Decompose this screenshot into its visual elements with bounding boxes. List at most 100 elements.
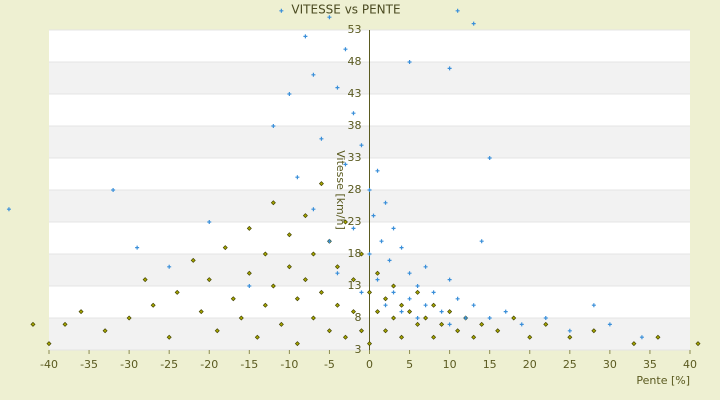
point bbox=[387, 258, 392, 263]
point bbox=[631, 341, 637, 347]
point bbox=[379, 239, 384, 244]
point bbox=[375, 309, 381, 315]
point bbox=[423, 303, 428, 308]
point bbox=[318, 289, 324, 295]
point bbox=[471, 334, 477, 340]
point bbox=[278, 321, 284, 327]
point bbox=[399, 309, 404, 314]
point bbox=[415, 321, 421, 327]
point bbox=[238, 315, 244, 321]
point bbox=[383, 200, 388, 205]
point bbox=[342, 219, 348, 225]
x-tick-label: -35 bbox=[80, 358, 98, 371]
point bbox=[455, 328, 461, 334]
point bbox=[543, 316, 548, 320]
point bbox=[343, 162, 348, 167]
point bbox=[30, 321, 36, 327]
point bbox=[479, 321, 485, 327]
point bbox=[246, 225, 252, 231]
point bbox=[391, 283, 397, 289]
point bbox=[350, 277, 356, 283]
x-tick-label: -40 bbox=[40, 358, 58, 371]
point bbox=[246, 270, 252, 276]
plot-area: -40 -35 -30 -25 -20 -15 -10 -5 0 5 10 15 20 25 30 35 40 3… bbox=[6, 8, 701, 371]
point bbox=[471, 303, 476, 308]
point bbox=[311, 207, 316, 212]
y-tick-label: 3 bbox=[355, 343, 362, 356]
point bbox=[447, 322, 452, 327]
y-tick-label: 53 bbox=[348, 23, 362, 36]
point bbox=[471, 21, 476, 26]
point bbox=[503, 309, 508, 314]
point bbox=[343, 47, 348, 52]
point bbox=[198, 309, 204, 315]
point bbox=[527, 334, 533, 340]
x-tick-label: -30 bbox=[120, 358, 138, 371]
point bbox=[415, 289, 421, 295]
point bbox=[102, 328, 108, 334]
point bbox=[591, 328, 597, 334]
point bbox=[335, 271, 340, 276]
point bbox=[326, 328, 332, 334]
point bbox=[455, 8, 460, 13]
point bbox=[270, 283, 276, 289]
point bbox=[391, 226, 396, 231]
point bbox=[294, 296, 300, 302]
point bbox=[447, 66, 452, 71]
point bbox=[371, 213, 376, 218]
point bbox=[206, 277, 212, 283]
y-tick-label: 18 bbox=[348, 247, 362, 260]
point bbox=[383, 328, 389, 334]
point bbox=[367, 289, 372, 295]
point bbox=[607, 322, 612, 327]
point bbox=[399, 334, 405, 340]
x-tick-label: -10 bbox=[280, 358, 298, 371]
x-tick-label: 40 bbox=[683, 358, 697, 371]
y-axis-label: Vitesse [km/h] bbox=[334, 150, 347, 230]
point bbox=[335, 85, 340, 90]
point bbox=[358, 328, 364, 334]
point bbox=[174, 289, 180, 295]
x-tick-label: 5 bbox=[406, 358, 413, 371]
y-tick-label: 38 bbox=[348, 119, 362, 132]
point bbox=[334, 264, 340, 270]
point bbox=[359, 290, 364, 295]
point bbox=[214, 328, 220, 334]
point bbox=[399, 245, 404, 250]
point bbox=[407, 271, 412, 276]
point bbox=[327, 15, 332, 20]
point bbox=[655, 334, 661, 340]
point bbox=[111, 188, 116, 192]
point bbox=[78, 309, 84, 315]
point bbox=[487, 316, 492, 320]
point bbox=[222, 245, 228, 251]
point bbox=[279, 8, 284, 13]
point bbox=[375, 270, 381, 276]
point bbox=[447, 309, 453, 315]
x-tick-label: -20 bbox=[200, 358, 218, 371]
point bbox=[479, 239, 484, 244]
point bbox=[367, 188, 372, 192]
point bbox=[167, 264, 172, 269]
point bbox=[519, 322, 524, 327]
point bbox=[303, 34, 308, 39]
point bbox=[487, 156, 492, 160]
point bbox=[407, 309, 413, 315]
point bbox=[591, 303, 596, 308]
x-tick-label: -5 bbox=[324, 358, 335, 371]
point bbox=[567, 328, 572, 333]
point bbox=[359, 143, 364, 148]
point bbox=[190, 257, 196, 263]
point bbox=[166, 334, 172, 340]
point bbox=[375, 277, 380, 282]
point bbox=[423, 264, 428, 269]
point bbox=[302, 277, 308, 283]
point bbox=[695, 341, 701, 347]
y-tick-label: 33 bbox=[348, 151, 362, 164]
point bbox=[150, 302, 156, 308]
x-axis-label: Pente [%] bbox=[636, 374, 690, 387]
y-tick-label: 8 bbox=[355, 311, 362, 324]
point bbox=[439, 309, 444, 314]
point bbox=[431, 302, 437, 308]
chart-title: VITESSE vs PENTE bbox=[291, 3, 400, 17]
